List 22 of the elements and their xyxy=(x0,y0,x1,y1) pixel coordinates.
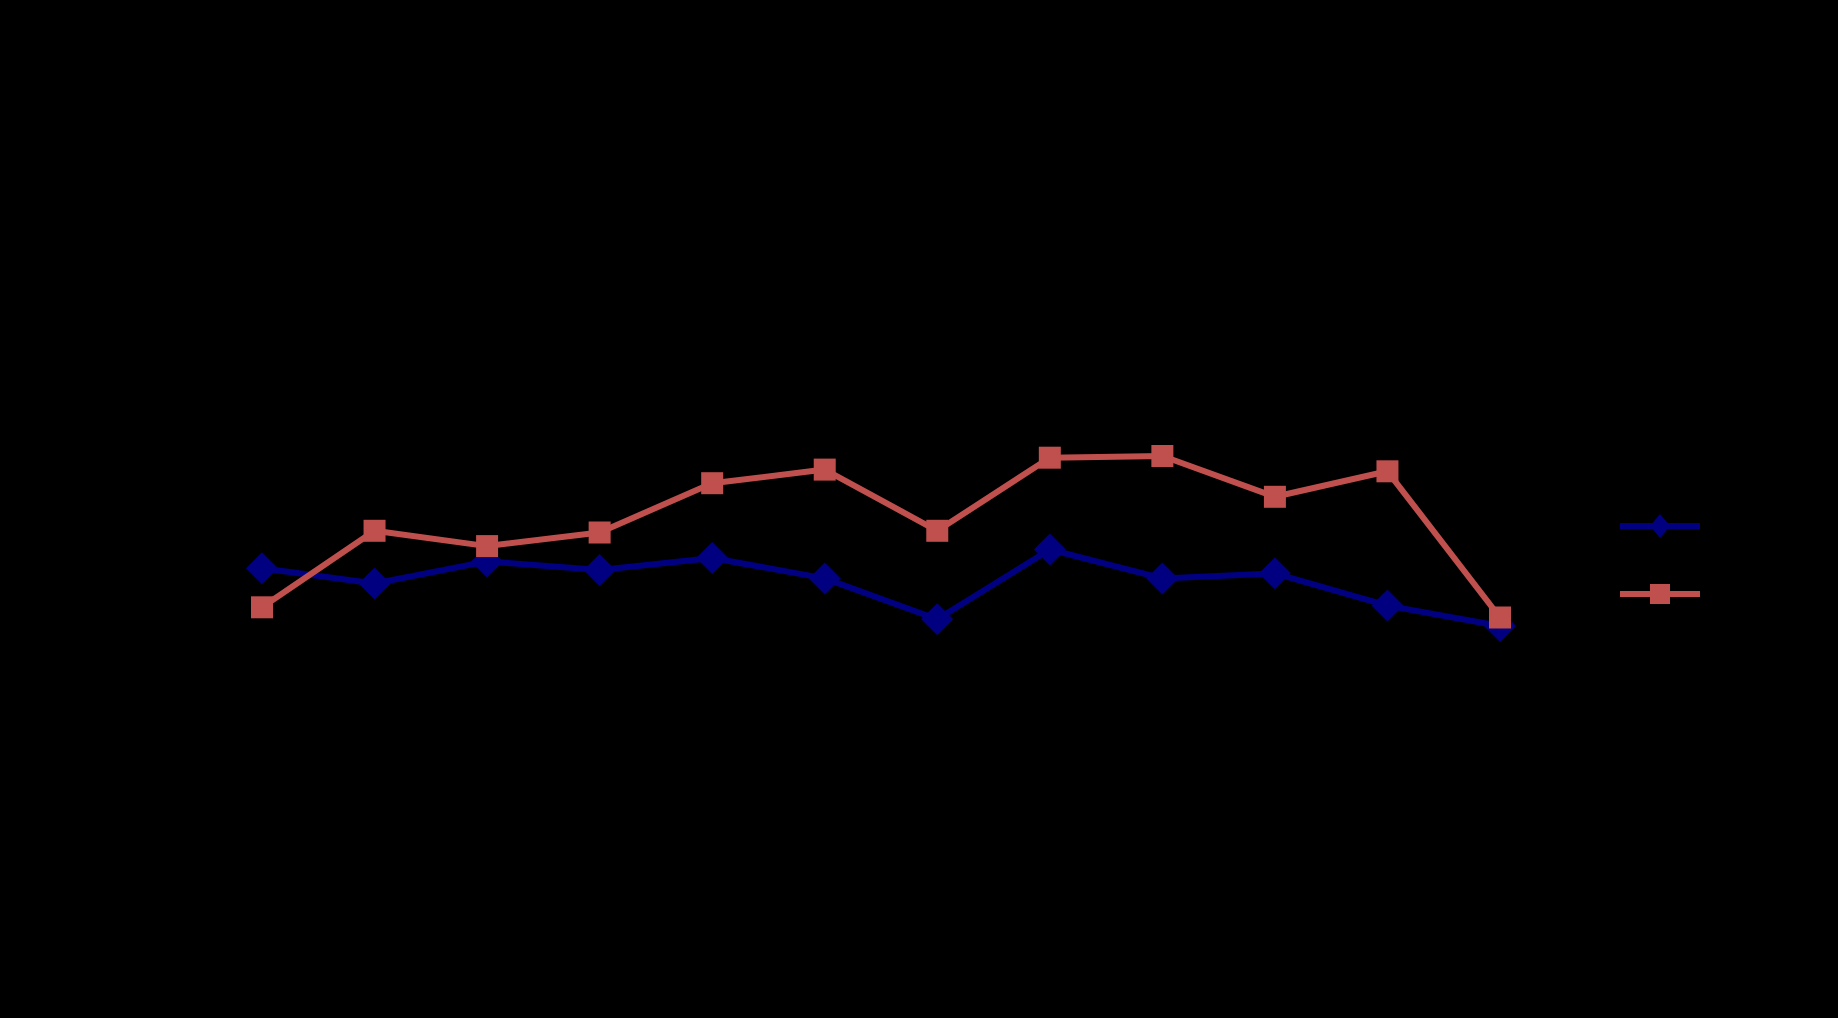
point xyxy=(583,553,616,586)
point xyxy=(358,567,391,600)
point xyxy=(1371,589,1404,622)
point xyxy=(1489,606,1511,629)
point xyxy=(1033,533,1066,566)
point xyxy=(926,519,949,542)
point xyxy=(251,596,273,619)
point xyxy=(1258,557,1291,590)
point xyxy=(363,519,386,542)
point xyxy=(1038,446,1061,469)
point xyxy=(1376,460,1399,483)
point xyxy=(1151,445,1174,467)
point xyxy=(588,521,611,544)
point xyxy=(246,552,278,585)
point xyxy=(808,562,841,595)
point xyxy=(1146,562,1179,595)
point xyxy=(701,472,724,495)
point xyxy=(696,542,729,574)
point xyxy=(813,458,836,481)
point xyxy=(1263,485,1286,508)
point xyxy=(476,535,499,558)
point xyxy=(921,603,954,636)
